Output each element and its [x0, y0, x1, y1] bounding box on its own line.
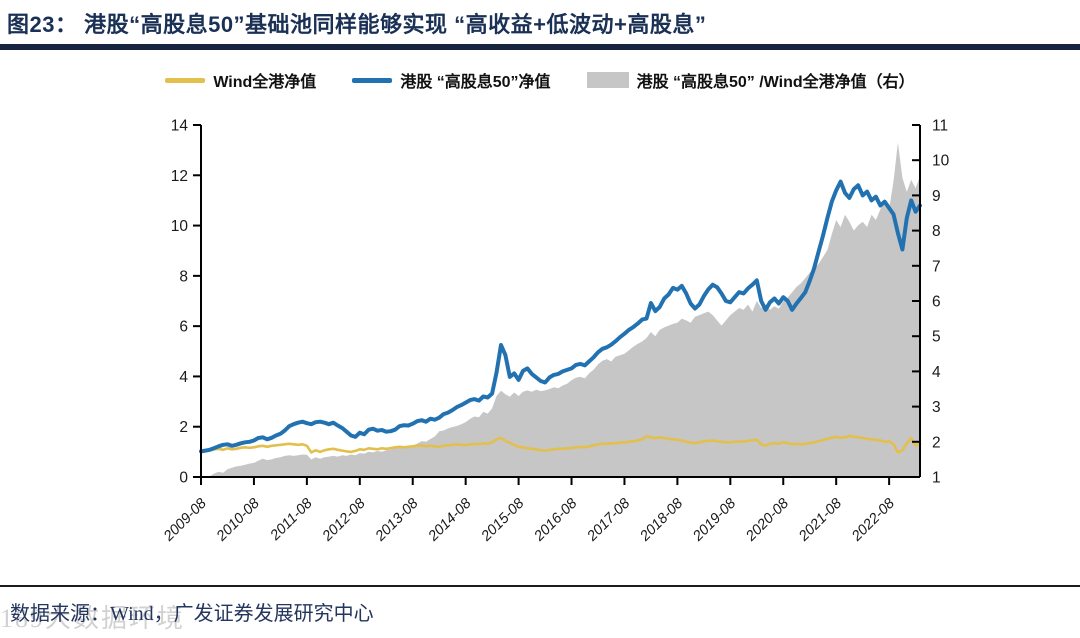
- x-axis-label: 2017-08: [584, 496, 634, 546]
- x-axis-label: 2018-08: [637, 496, 687, 546]
- legend-item-highdiv50-nav: 港股 “高股息50”净值: [352, 68, 551, 92]
- x-axis-label: 2016-08: [531, 496, 581, 546]
- left-axis-label: 6: [179, 319, 188, 336]
- figure-title: 图23： 港股“高股息50”基础池同样能够实现 “高收益+低波动+高股息”: [7, 12, 707, 37]
- right-axis-label: 1: [932, 470, 941, 487]
- legend-item-wind-nav: Wind全港净值: [165, 68, 316, 92]
- title-underline: [0, 44, 1080, 50]
- legend-label: 港股 “高股息50”净值: [400, 74, 551, 91]
- series-line-1: [199, 434, 922, 454]
- left-axis-label: 10: [171, 218, 189, 235]
- x-axis-label: 2015-08: [478, 496, 528, 546]
- x-axis-label: 2012-08: [319, 496, 369, 546]
- legend-label: 港股 “高股息50” /Wind全港净值（右）: [636, 74, 915, 91]
- x-axis-label: 2010-08: [213, 496, 263, 546]
- right-axis-label: 5: [932, 329, 941, 346]
- chart-legend: Wind全港净值 港股 “高股息50”净值 港股 “高股息50” /Wind全港…: [0, 68, 1080, 92]
- right-axis-label: 2: [932, 434, 941, 451]
- legend-line-swatch-blue: [352, 77, 393, 83]
- x-axis-label: 2019-08: [690, 496, 740, 546]
- legend-area-swatch-gray: [586, 72, 629, 88]
- legend-label: Wind全港净值: [213, 74, 317, 91]
- left-axis-label: 14: [171, 118, 189, 135]
- x-axis-label: 2021-08: [795, 496, 845, 546]
- right-axis-label: 8: [932, 223, 941, 240]
- left-axis-label: 12: [171, 168, 188, 185]
- left-axis-label: 8: [179, 268, 188, 285]
- left-axis-label: 0: [179, 470, 188, 487]
- series-area-0: [201, 142, 920, 477]
- watermark-text: 189大数据环境: [0, 604, 186, 633]
- right-axis-label: 4: [932, 364, 941, 381]
- right-axis-label: 7: [932, 258, 941, 275]
- right-axis-label: 9: [932, 188, 941, 205]
- x-axis-label: 2009-08: [160, 496, 210, 546]
- x-axis-label: 2022-08: [848, 496, 898, 546]
- x-axis-label: 2013-08: [372, 496, 422, 546]
- right-axis-label: 3: [932, 399, 941, 416]
- right-axis-label: 11: [932, 118, 948, 135]
- left-axis-label: 2: [179, 419, 188, 436]
- legend-item-ratio: 港股 “高股息50” /Wind全港净值（右）: [586, 68, 915, 92]
- series-line-2: [199, 179, 922, 454]
- left-axis-label: 4: [179, 369, 188, 386]
- right-axis-label: 10: [932, 153, 950, 170]
- x-axis-label: 2014-08: [425, 496, 475, 546]
- footer-divider: [0, 585, 1080, 587]
- legend-line-swatch-yellow: [165, 77, 206, 83]
- x-axis-label: 2020-08: [742, 496, 792, 546]
- data-source-note: 数据来源：Wind，广发证券发展研究中心: [10, 603, 374, 625]
- right-axis-label: 6: [932, 294, 941, 311]
- x-axis-label: 2011-08: [267, 496, 316, 545]
